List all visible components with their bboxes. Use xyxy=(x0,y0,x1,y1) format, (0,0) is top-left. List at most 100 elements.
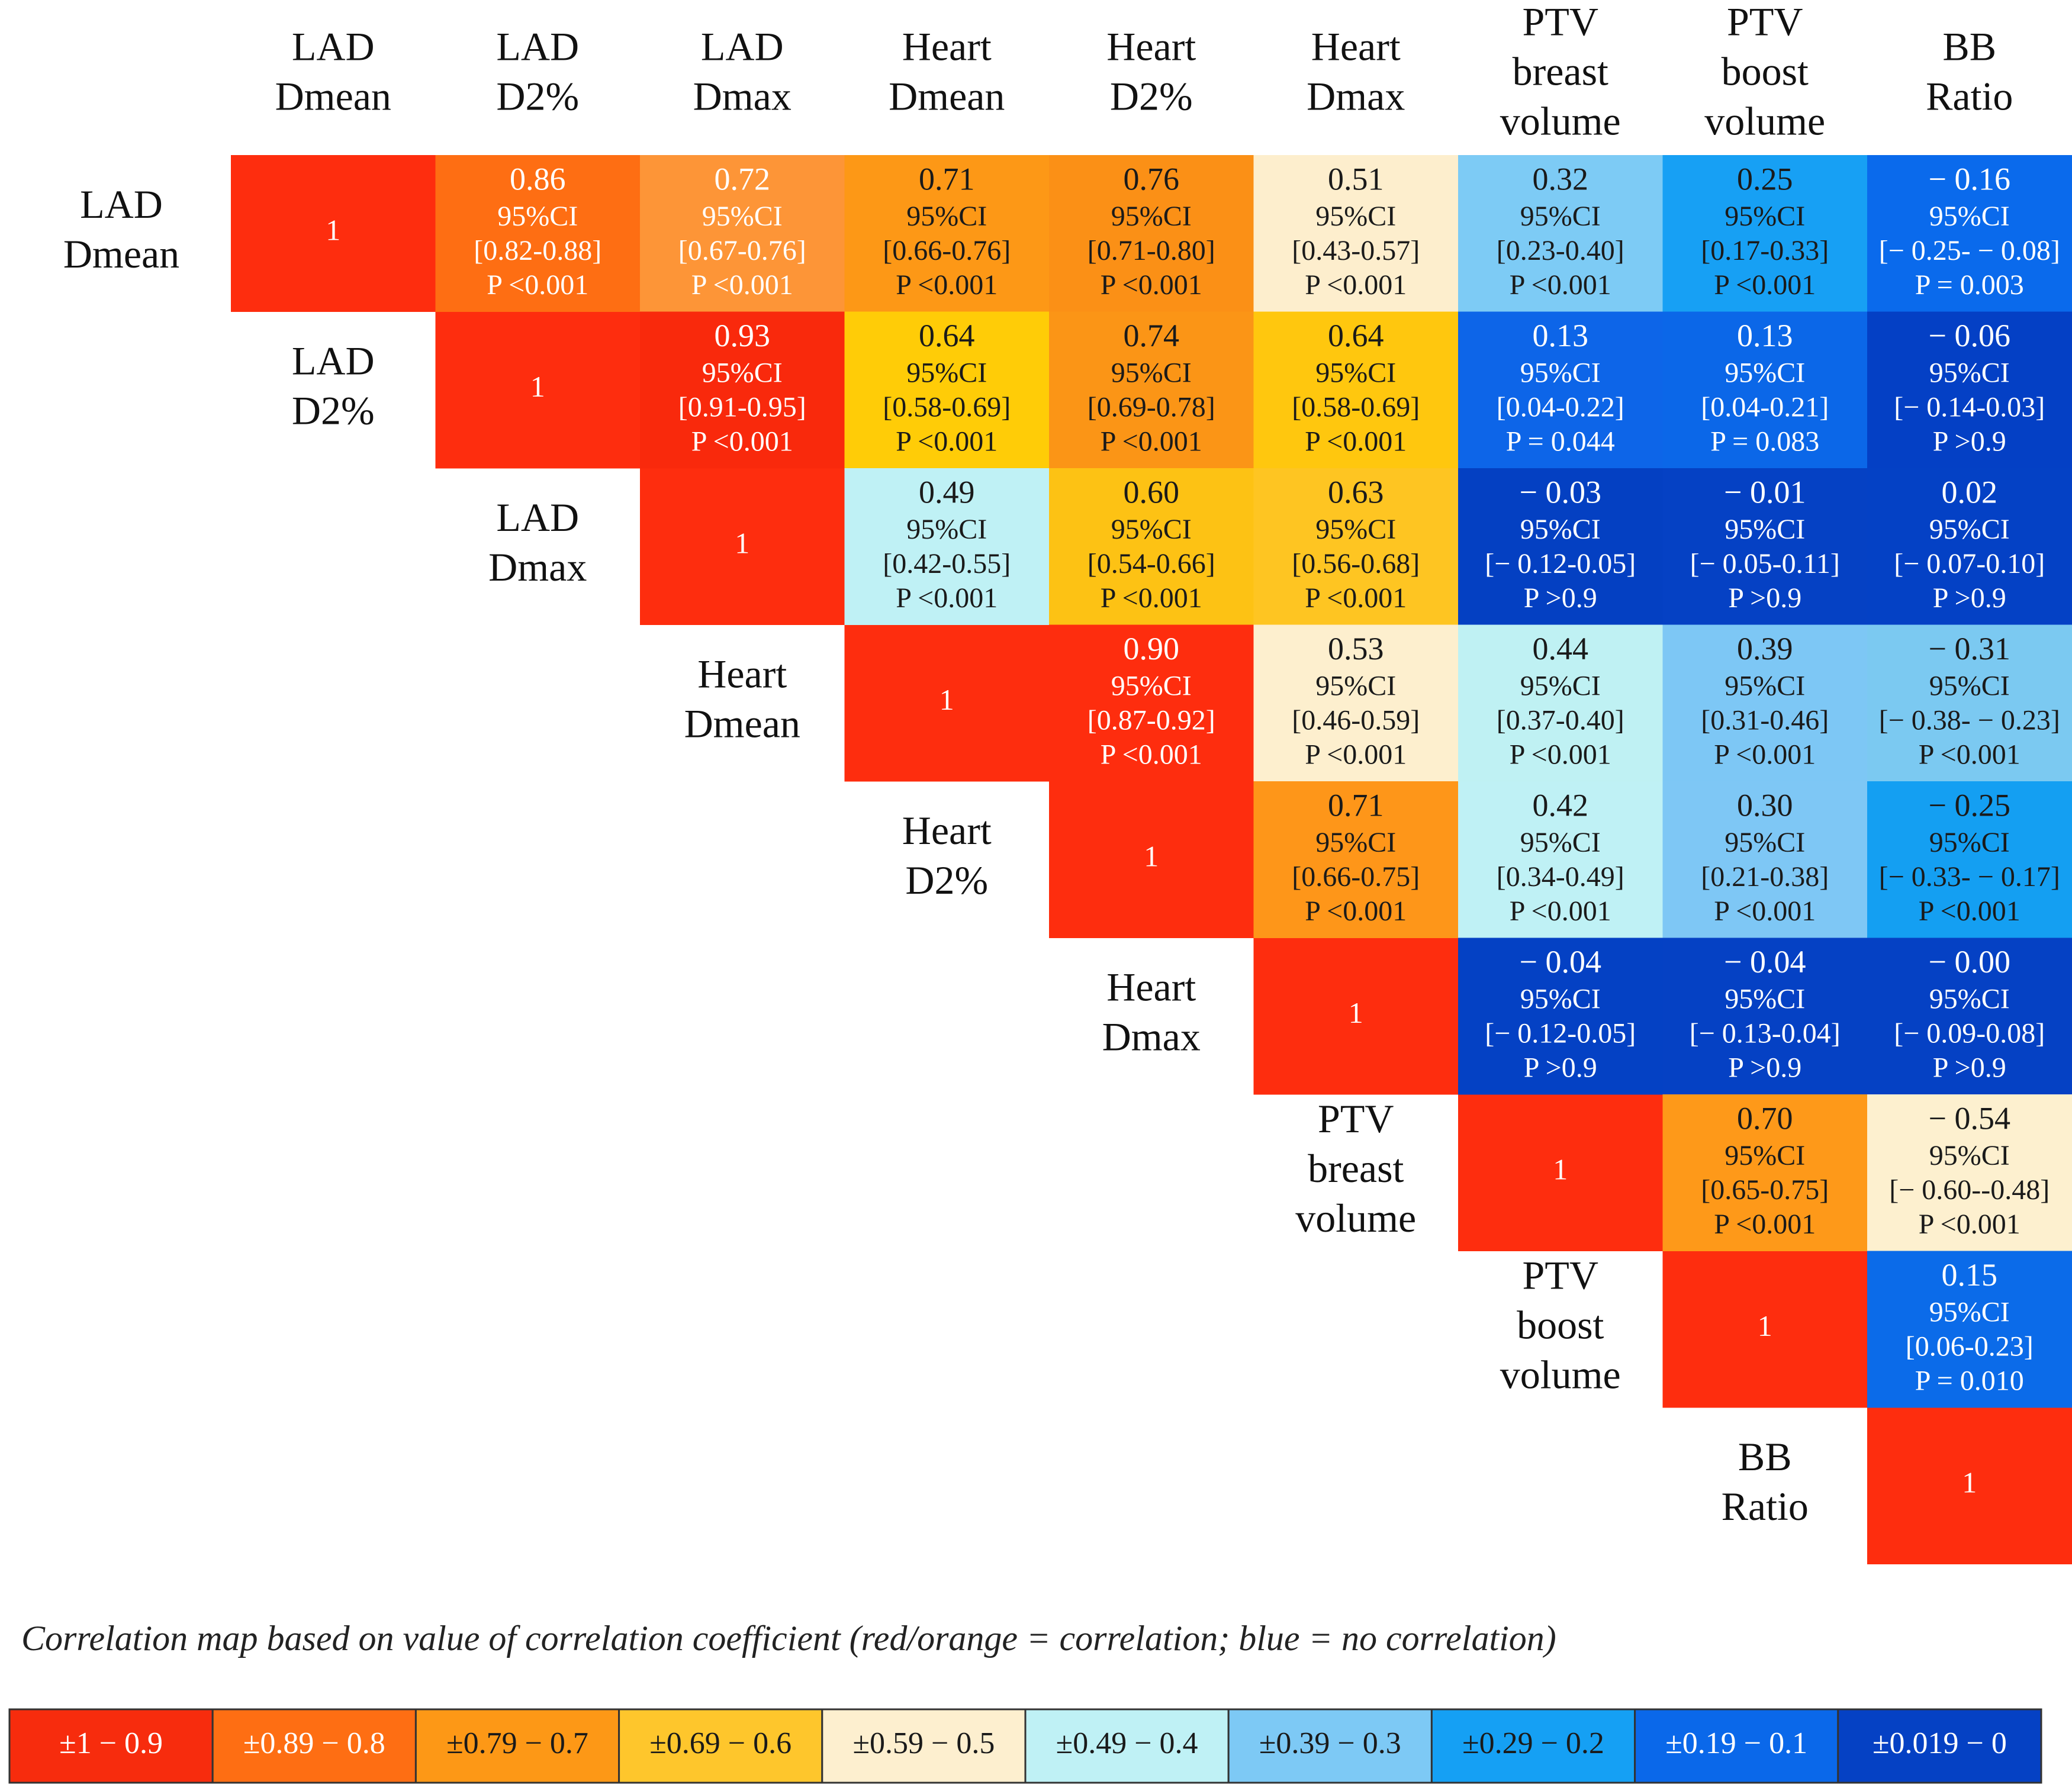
cell-p-value: P <0.001 xyxy=(896,269,998,301)
heatmap-cell-fill xyxy=(1458,938,1663,1095)
column-header-4-line: Heart xyxy=(1106,24,1196,69)
column-header-0: LAD Dmean xyxy=(275,24,391,119)
cell-ci-label: 95%CI xyxy=(1724,514,1805,545)
cell-p-value: P = 0.010 xyxy=(1915,1365,2024,1397)
heatmap-cell-fill xyxy=(1049,155,1254,312)
cell-coefficient: 0.74 xyxy=(1124,318,1180,353)
diagonal-cell: 1 xyxy=(1458,1094,1663,1251)
cell-p-value: P = 0.044 xyxy=(1506,426,1615,458)
cell-ci-range: [0.06-0.23] xyxy=(1906,1331,2034,1362)
cell-coefficient: 0.39 xyxy=(1737,631,1793,666)
cell-coefficient: 0.64 xyxy=(1328,318,1384,353)
row-label-3-line: Dmean xyxy=(684,701,800,746)
heatmap-cell: 0.93 95%CI[0.91-0.95]P <0.001 xyxy=(640,311,845,469)
cell-ci-label: 95%CI xyxy=(1929,1140,2010,1171)
cell-coefficient: 0.63 xyxy=(1328,474,1384,510)
correlation-heatmap: LADDmeanLADD2%LADDmaxHeartDmeanHeartD2%H… xyxy=(63,0,2072,1564)
cell-p-value: P <0.001 xyxy=(1919,896,2020,927)
cell-coefficient: 0.25 xyxy=(1737,161,1793,197)
legend-swatch: ±0.29 − 0.2 xyxy=(1430,1708,1636,1784)
cell-ci-range: [0.54-0.66] xyxy=(1088,548,1215,579)
cell-p-value: P = 0.003 xyxy=(1915,269,2024,301)
legend-label: ±0.49 − 0.4 xyxy=(1056,1726,1198,1760)
cell-p-value: P >0.9 xyxy=(1933,1052,2006,1084)
cell-p-value: P <0.001 xyxy=(1101,269,1202,301)
cell-p-value: P <0.001 xyxy=(1510,269,1611,301)
cell-p-value: P <0.001 xyxy=(1101,582,1202,614)
heatmap-cell-fill xyxy=(844,155,1050,312)
row-label-8: BB Ratio xyxy=(1722,1434,1809,1529)
heatmap-cell-fill xyxy=(1253,624,1459,782)
heatmap-cell: 0.15 95%CI[0.06-0.23]P = 0.010 xyxy=(1867,1251,2072,1408)
diagonal-cell: 1 xyxy=(1662,1251,1868,1408)
cell-coefficient: 0.76 xyxy=(1124,161,1180,197)
cell-ci-range: [0.43-0.57] xyxy=(1292,235,1420,266)
heatmap-cell-fill xyxy=(1662,1094,1868,1251)
heatmap-cell: 0.25 95%CI[0.17-0.33]P <0.001 xyxy=(1662,155,1868,312)
cell-ci-label: 95%CI xyxy=(1520,671,1601,702)
cell-p-value: P >0.9 xyxy=(1728,1052,1801,1084)
diagonal-cell-fill xyxy=(1662,1251,1868,1408)
cell-coefficient: 0.72 xyxy=(715,161,771,197)
heatmap-cell-fill xyxy=(1867,1094,2072,1251)
cell-ci-label: 95%CI xyxy=(906,514,987,545)
cell-ci-range: [0.69-0.78] xyxy=(1088,392,1215,423)
cell-p-value: P >0.9 xyxy=(1933,582,2006,614)
cell-coefficient: − 0.31 xyxy=(1929,631,2010,666)
diagonal-cell: 1 xyxy=(1867,1407,2072,1564)
cell-p-value: P <0.001 xyxy=(1101,739,1202,771)
cell-ci-range: [− 0.38- − 0.23] xyxy=(1879,705,2060,736)
cell-ci-range: [0.23-0.40] xyxy=(1497,235,1624,266)
heatmap-cell-fill xyxy=(1253,781,1459,938)
column-header-6-line: breast xyxy=(1513,49,1608,94)
heatmap-cell: 0.44 95%CI[0.37-0.40]P <0.001 xyxy=(1458,624,1663,782)
legend-label: ±1 − 0.9 xyxy=(59,1726,163,1760)
cell-p-value: P <0.001 xyxy=(896,426,998,458)
cell-p-value: P <0.001 xyxy=(1714,896,1816,927)
legend-label: ±0.89 − 0.8 xyxy=(243,1726,385,1760)
cell-ci-label: 95%CI xyxy=(1111,671,1192,702)
row-label-7-line: boost xyxy=(1517,1302,1604,1347)
heatmap-cell: − 0.31 95%CI[− 0.38- − 0.23]P <0.001 xyxy=(1867,624,2072,782)
cell-coefficient: 0.60 xyxy=(1124,474,1180,510)
cell-ci-label: 95%CI xyxy=(1520,827,1601,858)
heatmap-cell: − 0.16 95%CI[− 0.25- − 0.08]P = 0.003 xyxy=(1867,155,2072,312)
column-header-6: PTV breast volume xyxy=(1500,0,1621,144)
column-header-3: Heart Dmean xyxy=(889,24,1005,119)
diagonal-cell-value: 1 xyxy=(940,683,954,716)
heatmap-cell: − 0.03 95%CI[− 0.12-0.05]P >0.9 xyxy=(1458,468,1663,625)
column-header-7-line: PTV xyxy=(1727,0,1803,44)
cell-coefficient: 0.15 xyxy=(1942,1257,1998,1293)
diagonal-cell-fill xyxy=(1049,781,1254,938)
cell-p-value: P <0.001 xyxy=(1101,426,1202,458)
row-label-1: LAD D2% xyxy=(292,338,375,433)
heatmap-cell: − 0.06 95%CI[− 0.14-0.03]P >0.9 xyxy=(1867,311,2072,469)
row-label-6: PTV breast volume xyxy=(1295,1096,1416,1241)
legend-swatch: ±0.89 − 0.8 xyxy=(211,1708,417,1784)
cell-p-value: P <0.001 xyxy=(1919,1209,2020,1240)
cell-p-value: P <0.001 xyxy=(1714,739,1816,771)
legend-label: ±0.19 − 0.1 xyxy=(1665,1726,1807,1760)
cell-p-value: P = 0.083 xyxy=(1710,426,1819,458)
legend-swatch: ±0.59 − 0.5 xyxy=(821,1708,1027,1784)
diagonal-cell-value: 1 xyxy=(530,370,545,403)
cell-p-value: P <0.001 xyxy=(1714,1209,1816,1240)
row-label-5-line: Dmax xyxy=(1102,1014,1201,1059)
cell-p-value: P <0.001 xyxy=(1305,739,1407,771)
cell-ci-range: [0.71-0.80] xyxy=(1088,235,1215,266)
legend-label: ±0.019 − 0 xyxy=(1872,1726,2007,1760)
cell-p-value: P <0.001 xyxy=(691,269,793,301)
cell-ci-range: [− 0.12-0.05] xyxy=(1485,548,1636,579)
cell-p-value: P <0.001 xyxy=(1510,896,1611,927)
diagonal-cell-value: 1 xyxy=(1553,1153,1568,1186)
heatmap-cell: 0.64 95%CI[0.58-0.69]P <0.001 xyxy=(844,311,1050,469)
heatmap-cell: 0.70 95%CI[0.65-0.75]P <0.001 xyxy=(1662,1094,1868,1251)
cell-ci-range: [0.04-0.22] xyxy=(1497,392,1624,423)
legend-swatch: ±0.49 − 0.4 xyxy=(1024,1708,1230,1784)
row-label-7-line: volume xyxy=(1500,1352,1621,1397)
diagonal-cell: 1 xyxy=(231,155,436,312)
cell-ci-label: 95%CI xyxy=(497,201,578,232)
heatmap-cell: 0.63 95%CI[0.56-0.68]P <0.001 xyxy=(1253,468,1459,625)
heatmap-cell: 0.60 95%CI[0.54-0.66]P <0.001 xyxy=(1049,468,1254,625)
row-label-4: Heart D2% xyxy=(902,808,992,903)
